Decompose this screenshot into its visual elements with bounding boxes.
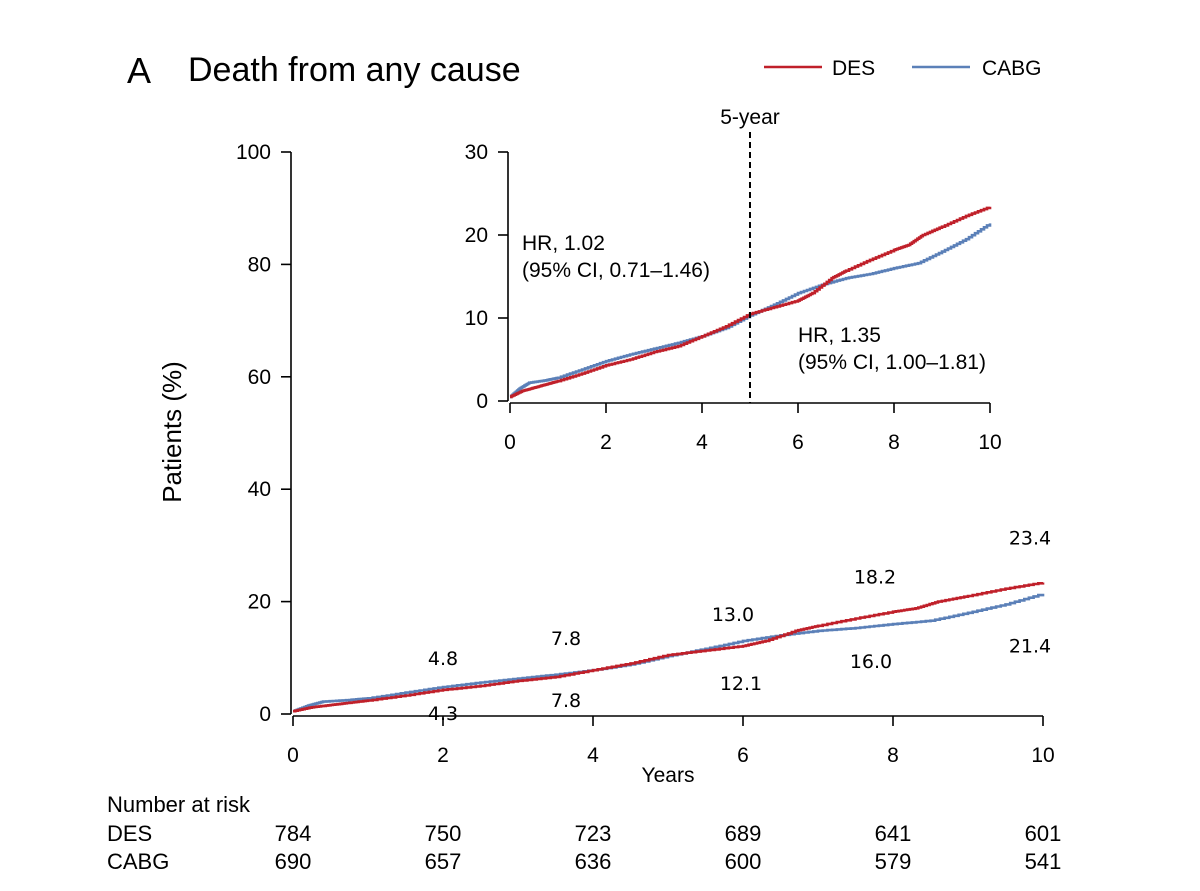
data-label-des: 12.1 — [720, 673, 762, 695]
reference-line-label: 5-year — [720, 106, 780, 129]
inset-y-tick-label: 30 — [465, 141, 488, 164]
data-label-des: 18.2 — [854, 567, 896, 589]
risk-row-label-cabg: CABG — [107, 849, 169, 874]
risk-value-cabg: 636 — [575, 849, 612, 874]
data-label-des: 23.4 — [1009, 527, 1051, 549]
risk-value-des: 784 — [275, 821, 312, 846]
inset-y-tick-label: 0 — [476, 390, 488, 413]
risk-value-des: 723 — [575, 821, 612, 846]
inset-y-tick-label: 20 — [465, 224, 488, 247]
inset-hr-before-line1: HR, 1.02 — [522, 232, 605, 255]
data-label-cabg: 13.0 — [712, 604, 754, 626]
data-label-cabg: 16.0 — [850, 651, 892, 673]
inset-hr-after-line1: HR, 1.35 — [798, 324, 881, 347]
inset-x-tick-label: 4 — [696, 431, 708, 454]
main-x-tick-label: 8 — [887, 744, 899, 767]
main-y-tick-label: 40 — [248, 478, 271, 501]
data-label-cabg: 7.8 — [551, 628, 581, 650]
main-data-labels: 4.8 4.3 7.8 7.8 13.0 12.1 18.2 16.0 23.4 21.4 — [428, 527, 1051, 724]
risk-value-des: 641 — [875, 821, 912, 846]
inset-x-tick-label: 6 — [792, 431, 804, 454]
legend-label-des: DES — [832, 57, 875, 80]
risk-value-des: 601 — [1025, 821, 1062, 846]
inset-x-tick-label: 8 — [888, 431, 900, 454]
main-y-tick-label: 100 — [236, 141, 271, 164]
panel-letter: A — [127, 50, 151, 91]
inset-y-tick-label: 10 — [465, 307, 488, 330]
risk-value-cabg: 579 — [875, 849, 912, 874]
inset-hr-after-line2: (95% CI, 1.00–1.81) — [798, 351, 986, 374]
inset-hr-before-line2: (95% CI, 0.71–1.46) — [522, 259, 710, 282]
x-axis-label: Years — [642, 764, 695, 787]
main-series-line-cabg — [293, 593, 1045, 713]
main-x-tick-label: 0 — [287, 744, 299, 767]
legend-label-cabg: CABG — [982, 57, 1042, 80]
risk-value-cabg: 690 — [275, 849, 312, 874]
main-y-tick-label: 80 — [248, 253, 271, 276]
inset-axes: 0 10 20 30 0 2 4 6 8 10 — [465, 141, 1002, 454]
main-x-tick-label: 6 — [737, 744, 749, 767]
main-y-tick-label: 0 — [259, 703, 271, 726]
risk-value-cabg: 657 — [425, 849, 462, 874]
risk-value-des: 750 — [425, 821, 462, 846]
main-x-tick-label: 2 — [437, 744, 449, 767]
data-label-cabg: 21.4 — [1009, 636, 1051, 658]
data-label-des: 4.3 — [428, 703, 458, 725]
inset-x-tick-label: 2 — [600, 431, 612, 454]
risk-value-des: 689 — [725, 821, 762, 846]
main-x-tick-label: 4 — [587, 744, 599, 767]
inset-x-tick-label: 0 — [504, 431, 516, 454]
main-y-tick-label: 20 — [248, 591, 271, 614]
y-axis-label: Patients (%) — [157, 361, 187, 503]
risk-value-cabg: 600 — [725, 849, 762, 874]
risk-table-title: Number at risk — [107, 792, 251, 817]
data-label-des: 7.8 — [551, 690, 581, 712]
main-series-line-des — [293, 582, 1045, 713]
chart-title: Death from any cause — [188, 51, 521, 89]
risk-value-cabg: 541 — [1025, 849, 1062, 874]
inset-reference-line: 5-year — [720, 106, 780, 403]
main-series — [293, 582, 1045, 713]
data-label-cabg: 4.8 — [428, 648, 458, 670]
risk-table: Number at risk DES CABG 784 750 723 689 641 6… — [107, 792, 1061, 874]
risk-row-label-des: DES — [107, 821, 152, 846]
legend: DES CABG — [764, 57, 1042, 80]
main-x-tick-label: 10 — [1031, 744, 1054, 767]
main-y-tick-label: 60 — [248, 366, 271, 389]
inset-x-tick-label: 10 — [978, 431, 1001, 454]
